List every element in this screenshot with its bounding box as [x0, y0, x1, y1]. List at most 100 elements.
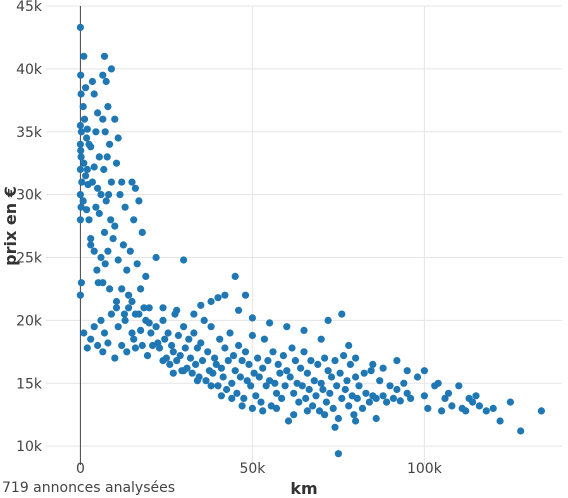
data-point — [88, 77, 96, 86]
data-point — [248, 331, 256, 340]
x-tick-label: 50k — [239, 461, 266, 477]
data-point — [259, 364, 267, 372]
data-point — [329, 404, 337, 412]
data-point — [130, 216, 138, 224]
data-point — [241, 348, 250, 356]
data-point — [217, 364, 225, 372]
data-point — [116, 191, 124, 199]
x-axis-title: km — [290, 479, 317, 498]
data-point — [190, 329, 198, 337]
data-point — [125, 291, 133, 299]
data-point — [200, 316, 208, 324]
data-point — [95, 153, 103, 161]
data-point — [250, 369, 258, 377]
data-point — [159, 316, 167, 324]
data-points — [76, 23, 546, 458]
data-point — [496, 417, 504, 425]
data-point — [352, 417, 360, 425]
data-point — [324, 316, 332, 324]
data-point — [174, 331, 182, 340]
data-point — [355, 382, 363, 390]
data-point — [338, 310, 346, 318]
data-point — [197, 339, 205, 347]
data-point — [489, 404, 497, 412]
data-point — [77, 279, 85, 287]
data-point — [118, 178, 126, 186]
y-tick-label: 25k — [16, 251, 43, 267]
data-point — [121, 316, 129, 324]
data-point — [87, 241, 95, 249]
data-point — [138, 341, 146, 350]
data-point — [76, 23, 84, 31]
data-point — [159, 304, 167, 312]
data-point — [97, 253, 105, 262]
data-point — [159, 357, 167, 365]
data-point — [76, 216, 84, 224]
data-point — [83, 165, 91, 174]
data-point — [434, 379, 442, 387]
data-point — [83, 344, 91, 352]
data-point — [321, 354, 329, 362]
data-point — [169, 348, 177, 356]
data-point — [111, 222, 119, 230]
data-point — [100, 228, 109, 236]
data-point — [152, 253, 160, 262]
data-point — [107, 65, 115, 73]
data-point — [118, 285, 126, 293]
data-point — [372, 414, 380, 423]
data-point — [85, 216, 93, 224]
data-point — [100, 52, 109, 60]
data-point — [83, 134, 91, 142]
data-point — [343, 377, 351, 385]
data-point — [319, 385, 327, 394]
data-point — [104, 103, 112, 111]
data-point — [324, 367, 332, 375]
data-point — [281, 382, 289, 390]
data-point — [413, 373, 422, 381]
data-point — [100, 165, 108, 174]
data-point — [420, 367, 428, 375]
data-point — [389, 394, 397, 402]
data-point — [284, 417, 293, 425]
data-point — [109, 235, 117, 243]
data-point — [226, 329, 234, 337]
data-point — [76, 165, 84, 174]
data-point — [365, 398, 373, 406]
data-point — [126, 247, 134, 255]
data-point — [233, 389, 241, 397]
data-point — [407, 394, 415, 402]
data-point — [276, 369, 284, 377]
data-point — [78, 178, 86, 186]
data-point — [340, 352, 348, 360]
x-tick-label: 0 — [76, 461, 85, 477]
data-point — [482, 407, 490, 415]
data-point — [235, 341, 243, 350]
data-point — [420, 392, 428, 400]
data-point — [317, 379, 325, 387]
data-point — [99, 348, 107, 356]
listing-count-note: 719 annonces analysées — [2, 480, 176, 496]
data-point — [333, 382, 341, 390]
data-point — [231, 367, 239, 375]
data-point — [302, 394, 310, 402]
data-point — [79, 103, 87, 111]
y-tick-label: 40k — [16, 62, 43, 78]
data-point — [300, 348, 308, 356]
data-point — [135, 310, 143, 318]
data-point — [236, 373, 244, 381]
data-point — [229, 352, 238, 360]
data-point — [87, 143, 95, 151]
data-point — [106, 285, 114, 293]
data-point — [82, 84, 90, 92]
data-point — [197, 301, 205, 309]
grid-lines — [46, 5, 562, 465]
data-point — [331, 357, 339, 365]
data-point — [77, 147, 85, 155]
y-axis-title: prix en € — [1, 186, 20, 266]
data-point — [290, 411, 298, 419]
data-point — [288, 344, 296, 352]
data-point — [315, 407, 324, 415]
y-tick-label: 20k — [16, 313, 43, 329]
data-point — [245, 360, 253, 368]
